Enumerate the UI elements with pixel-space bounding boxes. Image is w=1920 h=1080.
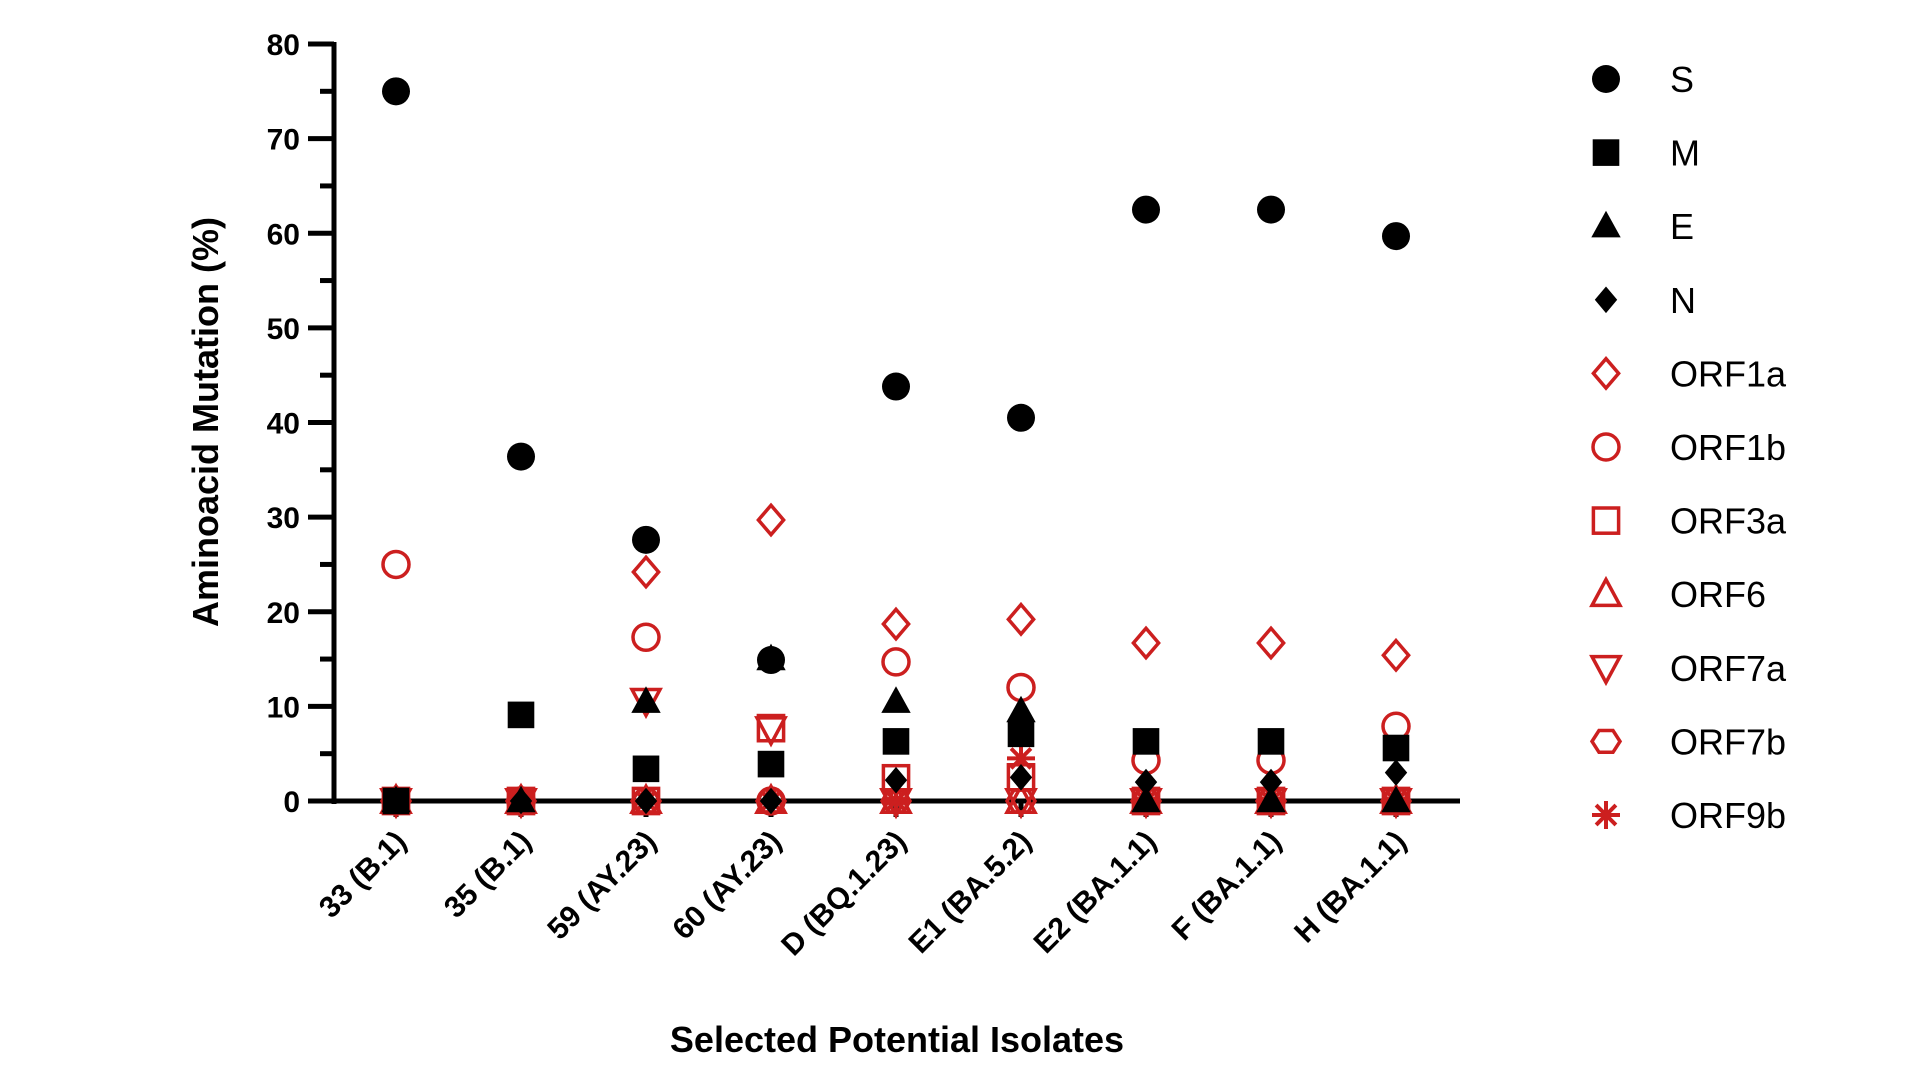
data-points <box>379 77 1413 820</box>
x-tick-label: F (BA.1.1) <box>1166 825 1288 947</box>
x-tick-label: H (BA.1.1) <box>1288 825 1413 950</box>
y-tick-label: 20 <box>267 597 300 630</box>
legend-label: M <box>1670 133 1700 174</box>
y-tick-label: 80 <box>267 29 300 62</box>
legend-label: ORF3a <box>1670 501 1787 542</box>
point-n <box>1134 768 1158 796</box>
point-orf1b <box>881 647 911 677</box>
point-n <box>384 787 408 815</box>
point-e <box>1131 785 1161 813</box>
point-orf9b <box>1007 744 1035 773</box>
point-m <box>507 701 535 729</box>
x-tick-label: E2 (BA.1.1) <box>1028 825 1163 960</box>
legend-marker-orf1a <box>1591 356 1621 391</box>
y-tick-label: 10 <box>267 691 300 724</box>
legend-marker-orf3a <box>1591 506 1621 535</box>
point-orf1a <box>1131 625 1161 661</box>
x-tick-label: E1 (BA.5.2) <box>903 825 1038 960</box>
legend-label: S <box>1670 59 1694 100</box>
point-orf7a <box>754 716 788 748</box>
point-n <box>759 787 783 815</box>
point-orf1a <box>756 502 786 538</box>
point-s <box>632 525 660 554</box>
y-axis: 0 10 20 30 40 50 60 70 80 <box>267 29 337 819</box>
point-s <box>1007 403 1035 432</box>
y-tick-label: 60 <box>267 218 300 251</box>
point-s <box>382 77 410 106</box>
legend-marker-orf9b <box>1592 801 1620 829</box>
x-tick-label: 59 (AY.23) <box>541 825 663 947</box>
point-orf1a <box>1381 637 1411 673</box>
legend-marker-s <box>1592 65 1620 93</box>
x-tick-label: 35 (B.1) <box>438 825 538 925</box>
legend-label: E <box>1670 206 1694 247</box>
legend-label: ORF6 <box>1670 574 1766 615</box>
y-tick-label: 0 <box>283 786 300 819</box>
x-axis: 33 (B.1) 35 (B.1) 59 (AY.23) 60 (AY.23)D (B… <box>313 798 1460 963</box>
point-orf1a <box>1006 601 1036 637</box>
point-orf1b <box>631 622 661 653</box>
point-s <box>1132 195 1160 224</box>
point-n <box>884 766 908 794</box>
legend-label: ORF1a <box>1670 353 1787 394</box>
point-n <box>1384 759 1408 786</box>
y-tick-label: 40 <box>267 408 300 441</box>
x-axis-title: Selected Potential Isolates <box>670 1019 1124 1060</box>
y-tick-label: 70 <box>267 124 300 157</box>
point-orf1a <box>1256 625 1286 661</box>
legend-label: ORF1b <box>1670 427 1786 468</box>
y-tick-label: 50 <box>267 313 300 346</box>
legend-marker-orf1b <box>1591 432 1621 462</box>
legend-label: N <box>1670 280 1696 321</box>
legend-marker-m <box>1592 139 1620 166</box>
y-tick-label: 30 <box>267 502 300 535</box>
legend-marker-orf6 <box>1589 575 1623 608</box>
legend-marker-orf7b <box>1589 728 1623 755</box>
point-s <box>507 442 535 471</box>
point-n <box>509 787 533 815</box>
legend-marker-orf7a <box>1589 654 1623 687</box>
y-axis-title: Aminoacid Mutation (%) <box>185 217 226 627</box>
point-e <box>1381 785 1411 813</box>
point-n <box>1009 764 1033 791</box>
point-m <box>1007 720 1035 748</box>
point-orf1b <box>381 549 411 580</box>
legend-label: ORF7a <box>1670 648 1787 689</box>
point-orf1a <box>881 606 911 642</box>
point-m <box>1382 734 1410 762</box>
legend-label: ORF9b <box>1670 795 1786 836</box>
legend-label: ORF7b <box>1670 721 1786 762</box>
point-m <box>757 750 785 778</box>
point-s <box>882 372 910 401</box>
x-tick-label: 33 (B.1) <box>313 825 413 925</box>
point-e <box>1006 695 1036 723</box>
point-e <box>756 643 786 671</box>
legend-marker-n <box>1594 286 1618 314</box>
point-m <box>1132 728 1160 755</box>
x-tick-label: D (BQ.1.23) <box>775 825 913 963</box>
point-orf7b <box>1004 788 1038 814</box>
point-n <box>1259 768 1283 796</box>
x-tick-label: 60 (AY.23) <box>666 825 788 947</box>
point-m <box>1257 728 1285 755</box>
point-n <box>634 787 658 815</box>
point-s <box>1257 195 1285 224</box>
point-e <box>881 686 911 713</box>
legend-marker-e <box>1591 210 1621 238</box>
point-m <box>632 755 660 783</box>
point-e <box>631 686 661 713</box>
point-s <box>1382 222 1410 251</box>
point-orf1a <box>631 554 661 590</box>
point-m <box>882 728 910 755</box>
point-e <box>1256 785 1286 813</box>
